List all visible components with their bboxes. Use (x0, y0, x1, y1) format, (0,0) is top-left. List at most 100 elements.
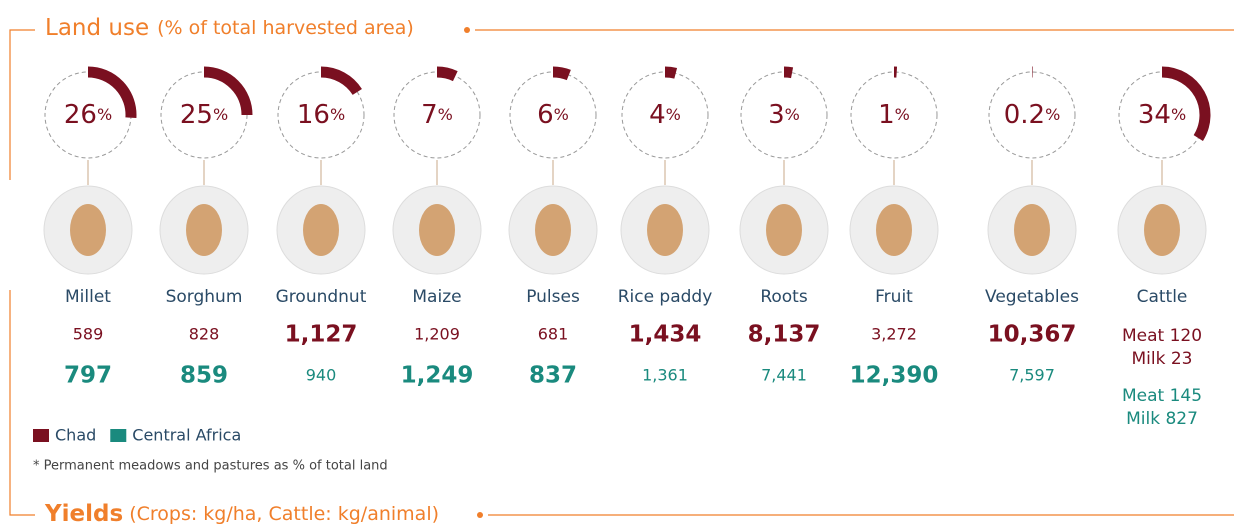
share-label: 0.2% (1004, 100, 1061, 130)
yield-value: 1,434 (629, 322, 702, 348)
gauge-ring (277, 71, 365, 159)
gauge-ring (850, 71, 938, 159)
gauge-arc (203, 66, 253, 116)
icon (419, 204, 455, 256)
share-value: 26 (64, 100, 97, 130)
title-dot (464, 27, 470, 33)
share-unit: % (785, 105, 800, 124)
category-label: Pulses (526, 287, 580, 307)
cattle-yield: Milk 23 (1132, 349, 1193, 369)
yield-value: 7,597 (1009, 366, 1055, 385)
share-value: 6 (537, 100, 554, 130)
gauge-ring (509, 71, 597, 159)
chart-title: Land use (% of total harvested area) (45, 15, 414, 41)
icon (766, 204, 802, 256)
share-label: 16% (297, 100, 345, 130)
icon (647, 204, 683, 256)
category-label: Millet (65, 287, 111, 307)
legend-label: Chad (55, 426, 96, 445)
share-label: 25% (180, 100, 228, 130)
yield-value: 681 (538, 325, 569, 344)
legend-label: Central Africa (132, 426, 241, 445)
yields-title: Yields (44, 501, 123, 527)
category-label: Roots (760, 287, 808, 307)
category-label: Groundnut (276, 287, 367, 307)
share-label: 34% (1138, 100, 1186, 130)
gauge-arc (552, 66, 571, 81)
share-label: 1% (878, 100, 910, 130)
gauge-ring (988, 71, 1076, 159)
yield-value: 859 (180, 363, 228, 389)
share-unit: % (213, 105, 228, 124)
yield-value: 12,390 (850, 363, 939, 389)
share-value: 3 (768, 100, 785, 130)
gauge-arc (87, 66, 137, 119)
share-value: 0.2 (1004, 100, 1045, 130)
share-unit: % (330, 105, 345, 124)
gauge-ring (393, 71, 481, 159)
yield-value: 797 (64, 363, 112, 389)
yields-heading: Yields (Crops: kg/ha, Cattle: kg/animal) (44, 501, 439, 527)
yield-value: 1,127 (285, 322, 358, 348)
share-unit: % (895, 105, 910, 124)
yield-value: 7,441 (761, 366, 807, 385)
share-label: 26% (64, 100, 112, 130)
share-value: 25 (180, 100, 213, 130)
gauge-ring (740, 71, 828, 159)
yields-subtitle: (Crops: kg/ha, Cattle: kg/animal) (129, 503, 439, 525)
gauge-arc (783, 66, 794, 79)
share-unit: % (97, 105, 112, 124)
category-label: Cattle (1137, 287, 1188, 307)
icon (70, 204, 106, 256)
yield-value: 10,367 (988, 322, 1077, 348)
yield-value: 828 (189, 325, 220, 344)
share-value: 34 (1138, 100, 1171, 130)
frame (9, 29, 1234, 516)
title: Land use (45, 15, 149, 41)
legend-swatch (110, 429, 127, 442)
gauge-ring (621, 71, 709, 159)
share-value: 16 (297, 100, 330, 130)
frame-top (9, 29, 35, 180)
icon (303, 204, 339, 256)
yield-value: 589 (73, 325, 104, 344)
share-unit: % (666, 105, 681, 124)
share-label: 4% (649, 100, 681, 130)
share-label: 3% (768, 100, 800, 130)
share-label: 7% (421, 100, 453, 130)
category-label: Rice paddy (618, 287, 713, 307)
gauge-arc (320, 66, 362, 96)
legend-swatch (33, 429, 49, 442)
category-label: Fruit (875, 287, 913, 307)
share-label: 6% (537, 100, 569, 130)
share-value: 7 (421, 100, 438, 130)
gauge-arc (664, 66, 678, 79)
category-label: Vegetables (985, 287, 1079, 307)
frame-bottom (9, 290, 35, 516)
share-unit: % (1045, 105, 1060, 124)
icon (186, 204, 222, 256)
yield-value: 3,272 (871, 325, 917, 344)
share-unit: % (554, 105, 569, 124)
cattle-yield: Milk 827 (1126, 409, 1198, 429)
yield-value: 8,137 (748, 322, 821, 348)
icon (876, 204, 912, 256)
icon (1014, 204, 1050, 256)
cattle-yield: Meat 120 (1122, 326, 1202, 346)
share-value: 4 (649, 100, 666, 130)
gauge-arc (1161, 66, 1211, 141)
yield-value: 1,209 (414, 325, 460, 344)
yield-value: 1,249 (401, 363, 474, 389)
gauge-arc (436, 66, 458, 82)
note: * Permanent meadows and pastures as % of… (33, 459, 388, 474)
yield-value: 1,361 (642, 366, 688, 385)
icon (535, 204, 571, 256)
category-label: Sorghum (166, 287, 243, 307)
share-unit: % (438, 105, 453, 124)
yield-value: 837 (529, 363, 577, 389)
yield-value: 940 (306, 366, 337, 385)
share-value: 1 (878, 100, 895, 130)
share-unit: % (1171, 105, 1186, 124)
icon (1144, 204, 1180, 256)
